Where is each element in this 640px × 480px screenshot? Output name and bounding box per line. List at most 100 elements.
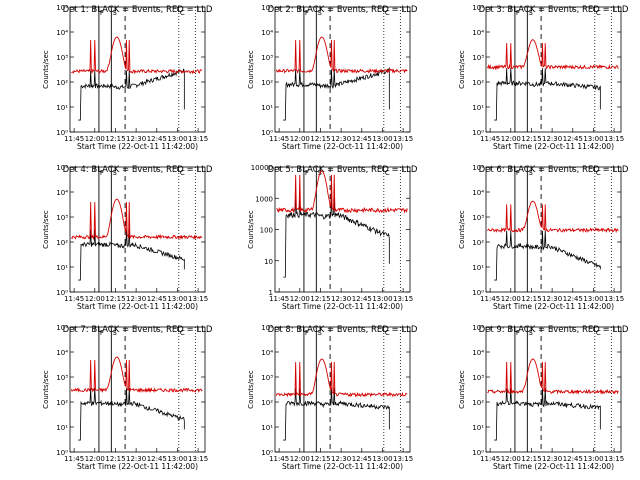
x-axis-label: Start Time (22-Oct-11 11:42:00) [493, 302, 614, 311]
plot-frame [274, 6, 411, 133]
x-tick-label: 12:30 [542, 295, 562, 303]
y-tick-label: 10000 [251, 164, 273, 172]
detector-panel-4: Det 4: BLACK = Events, RED = LLD 10⁰ 10¹ 10… [42, 164, 213, 311]
plot-frame [69, 6, 206, 133]
series-lld-line [71, 198, 203, 241]
x-axis-label: Start Time (22-Oct-11 11:42:00) [77, 462, 198, 471]
x-tick-label: 12:45 [352, 295, 372, 303]
y-tick-label: 100 [260, 227, 273, 235]
series-events-line [78, 229, 185, 281]
x-tick-label: 12:15 [105, 455, 125, 463]
x-tick-label: 12:30 [126, 295, 146, 303]
marker-label: S [112, 169, 117, 177]
x-tick-label: 12:00 [85, 455, 105, 463]
x-tick-label: 12:30 [126, 135, 146, 143]
x-axis-label: Start Time (22-Oct-11 11:42:00) [77, 142, 198, 151]
y-tick-label: 10² [56, 79, 68, 87]
series-events-line [283, 66, 390, 121]
plot-frame [485, 6, 622, 133]
y-tick-label: 10⁴ [472, 29, 484, 37]
y-axis-label: Counts/sec [458, 370, 466, 409]
marker-label: C [180, 9, 185, 17]
detector-panel-9: Det 9: BLACK = Events, RED = LLD 10⁰ 10¹ 10… [458, 324, 629, 471]
x-tick-label: 12:15 [105, 295, 125, 303]
detector-panel-3: Det 3: BLACK = Events, RED = LLD 10⁰ 10¹ 10… [458, 4, 629, 151]
series-lld-line [70, 356, 203, 394]
x-tick-label: 13:15 [604, 135, 624, 143]
marker-label: C [596, 169, 601, 177]
x-tick-label: 12:15 [105, 135, 125, 143]
y-tick-label: 10⁰ [472, 449, 484, 457]
detector-panel-7: Det 7: BLACK = Events, RED = LLD 10⁰ 10¹ 10… [42, 324, 213, 471]
x-tick-label: 12:45 [147, 295, 167, 303]
x-tick-label: 12:45 [352, 135, 372, 143]
y-tick-label: 10⁴ [261, 29, 273, 37]
y-tick-label: 10⁵ [261, 324, 273, 332]
panel-title: Det 6: BLACK = Events, RED = LLD [479, 165, 629, 175]
marker-label: S [112, 329, 117, 337]
y-tick-label: 1000 [255, 195, 273, 203]
x-tick-label: 12:15 [310, 455, 330, 463]
x-tick-label: 12:15 [310, 135, 330, 143]
x-tick-label: 13:15 [604, 455, 624, 463]
x-tick-label: 12:15 [310, 295, 330, 303]
marker-label: S [112, 9, 117, 17]
y-tick-label: 10¹ [261, 424, 273, 432]
x-tick-label: 13:00 [167, 295, 187, 303]
x-tick-label: 11:45 [64, 135, 84, 143]
marker-label: F [516, 9, 520, 17]
y-axis-label: Counts/sec [42, 370, 50, 409]
marker-label: F [516, 169, 520, 177]
x-tick-label: 12:30 [542, 135, 562, 143]
x-tick-label: 11:45 [64, 455, 84, 463]
y-tick-label: 10⁵ [261, 4, 273, 12]
panel-title: Det 5: BLACK = Events, RED = LLD [268, 165, 418, 175]
x-tick-label: 13:00 [583, 455, 603, 463]
x-tick-label: 12:45 [563, 455, 583, 463]
x-tick-label: 11:45 [480, 135, 500, 143]
series-lld-line [276, 170, 408, 214]
y-tick-label: 10¹ [472, 104, 484, 112]
x-tick-label: 12:45 [147, 455, 167, 463]
panel-title: Det 3: BLACK = Events, RED = LLD [479, 5, 629, 15]
plot-frame [485, 326, 622, 453]
y-tick-label: 10⁰ [56, 449, 68, 457]
series-events-line [494, 388, 601, 441]
x-tick-label: 12:00 [290, 455, 310, 463]
y-tick-label: 10² [261, 79, 273, 87]
y-tick-label: 10⁴ [56, 29, 68, 37]
x-tick-label: 13:15 [393, 135, 413, 143]
marker-label: S [317, 9, 322, 17]
marker-label: S [528, 329, 533, 337]
y-tick-label: 10² [472, 79, 484, 87]
panel-title: Det 8: BLACK = Events, RED = LLD [268, 325, 418, 335]
panel-title: Det 4: BLACK = Events, RED = LLD [63, 165, 213, 175]
x-tick-label: 11:45 [269, 295, 289, 303]
x-axis-label: Start Time (22-Oct-11 11:42:00) [77, 302, 198, 311]
marker-label: C [385, 169, 390, 177]
marker-label: C [385, 329, 390, 337]
x-tick-label: 13:00 [167, 455, 187, 463]
x-tick-label: 13:00 [372, 135, 392, 143]
y-tick-label: 10⁰ [472, 289, 484, 297]
plot-frame [69, 326, 206, 453]
marker-label: F [100, 329, 104, 337]
x-tick-label: 13:00 [583, 135, 603, 143]
y-tick-label: 10² [472, 239, 484, 247]
x-axis-label: Start Time (22-Oct-11 11:42:00) [493, 462, 614, 471]
x-tick-label: 11:45 [480, 295, 500, 303]
y-axis-label: Counts/sec [458, 50, 466, 89]
y-axis-label: Counts/sec [458, 210, 466, 249]
x-tick-label: 13:15 [188, 295, 208, 303]
x-tick-label: 12:00 [290, 295, 310, 303]
marker-label: F [305, 169, 309, 177]
marker-label: F [516, 329, 520, 337]
detector-panel-6: Det 6: BLACK = Events, RED = LLD 10⁰ 10¹ 10… [458, 164, 629, 311]
panel-title: Det 2: BLACK = Events, RED = LLD [268, 5, 418, 15]
series-events-line [283, 195, 390, 278]
y-tick-label: 1 [269, 289, 273, 297]
y-tick-label: 10⁴ [472, 349, 484, 357]
y-tick-label: 10¹ [56, 424, 68, 432]
y-axis-label: Counts/sec [247, 50, 255, 89]
